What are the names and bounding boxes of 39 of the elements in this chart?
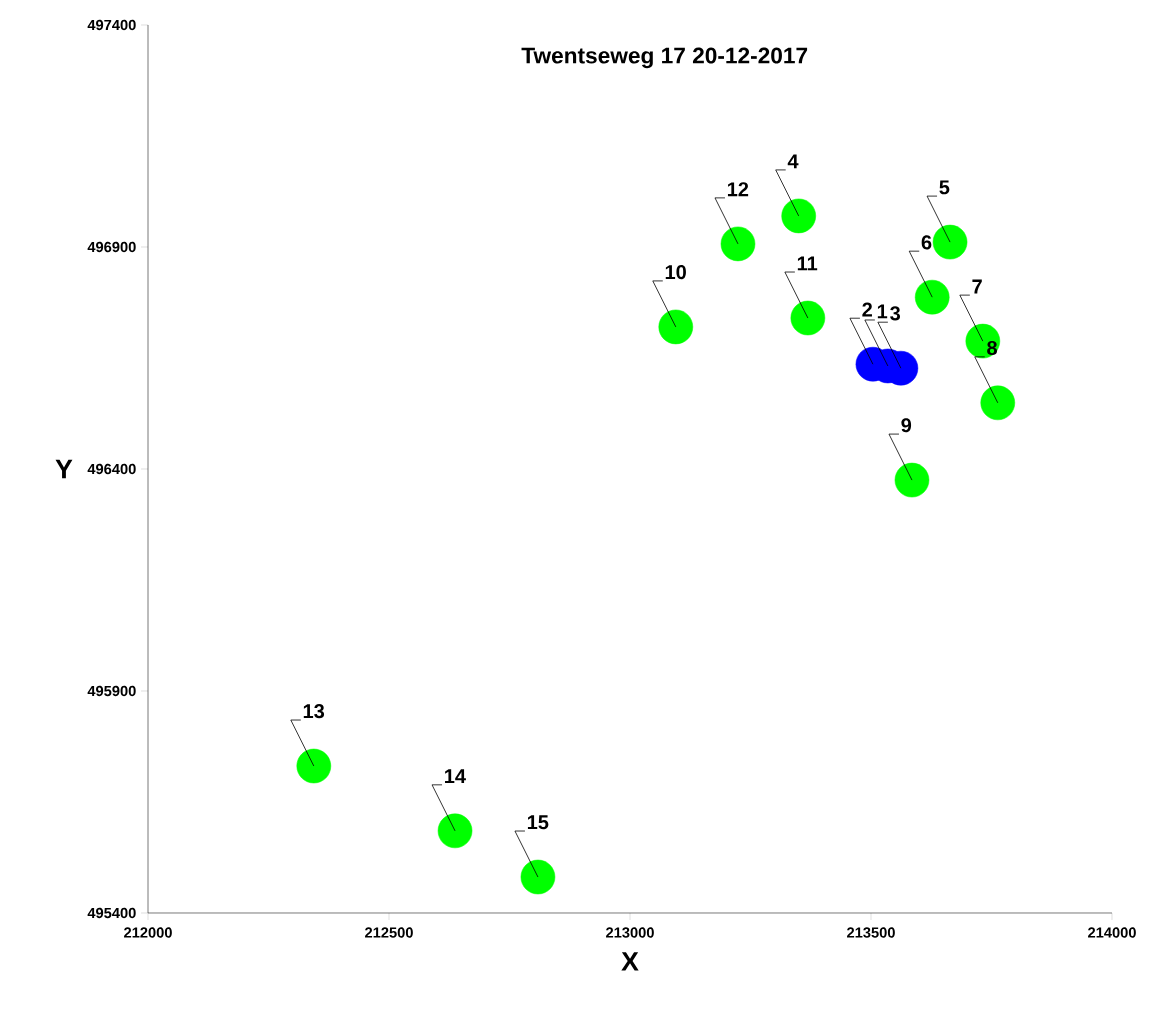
x-tick-label: 213500: [847, 927, 895, 938]
point: [914, 279, 950, 315]
point: [437, 813, 473, 849]
y-tick-label: 497400: [87, 19, 136, 31]
point: [658, 309, 694, 345]
annotation: 13: [303, 704, 325, 719]
y-tick-label: 495400: [87, 907, 136, 919]
annotation: 4: [787, 154, 799, 169]
x-axis-title: X: [621, 952, 639, 971]
annotation: 2: [862, 302, 872, 317]
annotation: 5: [939, 180, 950, 195]
x-tick-label: 212000: [124, 927, 172, 938]
annotation: 6: [921, 235, 932, 250]
annotation: 15: [527, 815, 549, 830]
x-tick-label: 212500: [365, 927, 413, 938]
annotation: 11: [797, 256, 818, 271]
point: [980, 385, 1016, 421]
annotation: 1: [877, 304, 888, 319]
point: [894, 462, 930, 498]
point: [781, 198, 816, 234]
annotation: 12: [727, 182, 749, 197]
annotation: 9: [901, 418, 912, 433]
annotation: 10: [665, 265, 686, 280]
annotation: 14: [445, 769, 466, 784]
annotation: 7: [972, 279, 982, 294]
point: [932, 224, 968, 260]
y-axis-title: Y: [55, 459, 73, 479]
y-tick-label: 496400: [87, 463, 136, 475]
point: [720, 226, 756, 262]
point: [790, 300, 826, 336]
y-tick-label: 495900: [87, 685, 136, 697]
point: [296, 748, 332, 784]
text: Twentseweg 17 20-12-2017: [521, 47, 808, 69]
annotation: 8: [987, 340, 997, 356]
x-tick-label: 213000: [606, 927, 654, 938]
annotation: 3: [890, 306, 901, 321]
x-tick-label: 214000: [1088, 927, 1136, 938]
y-tick-label: 496900: [87, 241, 136, 253]
point: [520, 859, 556, 895]
